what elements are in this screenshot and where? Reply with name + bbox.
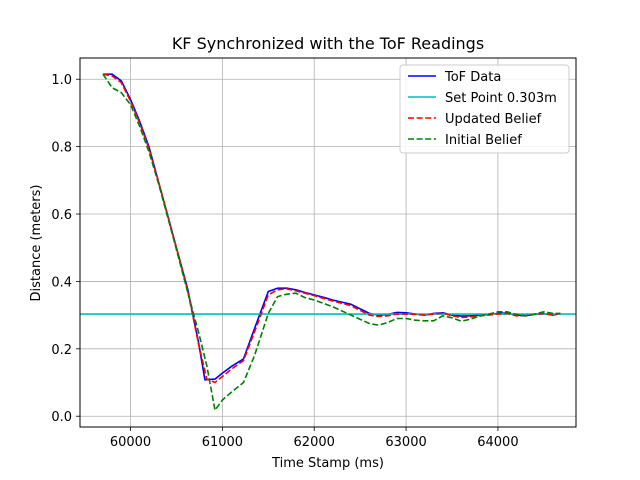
plot-area-frame	[79, 57, 577, 428]
series-layer	[80, 73, 576, 412]
x-axis-label: Time Stamp (ms)	[271, 456, 384, 471]
y-tick-label: 0.8	[51, 141, 72, 156]
x-tick-label: 61000	[202, 435, 243, 450]
x-tick-label: 60000	[110, 435, 151, 450]
y-axis-label: Distance (meters)	[29, 185, 44, 302]
series-line-initial-belief	[102, 73, 561, 412]
legend-label-updated-belief: Updated Belief	[445, 112, 542, 127]
x-tick-label: 63000	[385, 435, 426, 450]
chart-title: KF Synchronized with the ToF Readings	[172, 34, 484, 53]
legend-label-set-point-0-303m: Set Point 0.303m	[445, 91, 557, 106]
y-tick-label: 0.2	[51, 343, 72, 358]
y-tick-label: 0.0	[51, 410, 72, 425]
y-tick-label: 1.0	[51, 73, 72, 88]
ticks: 60000 61000 62000 63000 64000 0.0 0.2 0.4 0.6 0.8…	[51, 73, 518, 450]
y-tick-label: 0.6	[51, 208, 72, 223]
legend-label-tof-data: ToF Data	[444, 70, 501, 85]
x-tick-label: 62000	[294, 435, 335, 450]
y-tick-label: 0.4	[51, 275, 72, 290]
x-tick-label: 64000	[477, 435, 518, 450]
legend-box	[399, 64, 570, 154]
legend-label-initial-belief: Initial Belief	[445, 133, 522, 148]
legend: ToF Data Set Point 0.303m Updated Belief In…	[399, 64, 570, 154]
